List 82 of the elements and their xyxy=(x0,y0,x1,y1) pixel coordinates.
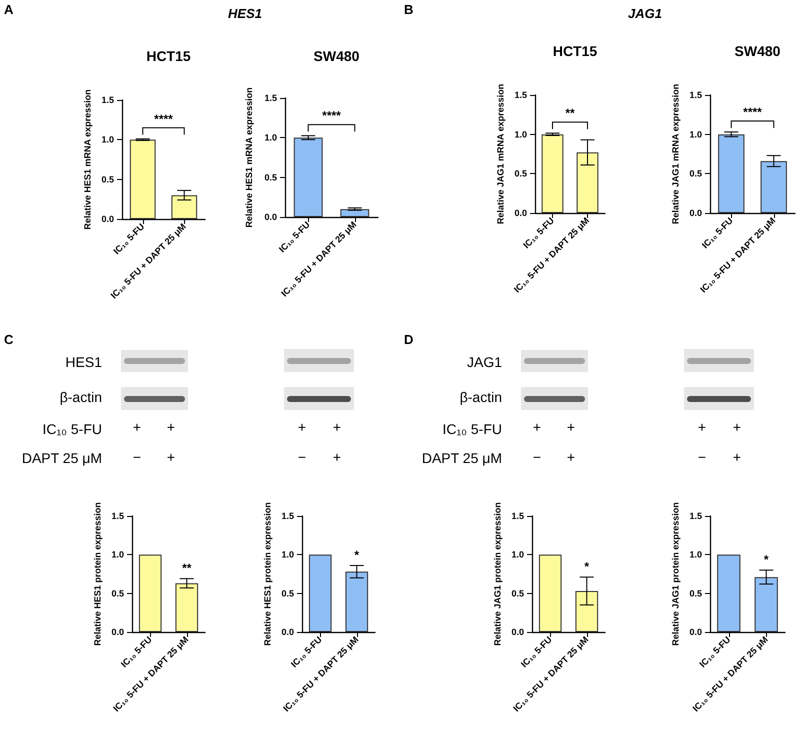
text: β-actin xyxy=(60,388,102,406)
text: IC₁₀ 5-FU xyxy=(442,420,502,438)
text: + xyxy=(566,418,576,436)
chart-title: SW480 xyxy=(734,43,781,59)
y-tick-label: 0.0 xyxy=(689,627,702,637)
text: + xyxy=(566,448,576,466)
text: JAG1 xyxy=(628,6,662,21)
y-tick-label: 1.5 xyxy=(689,511,702,521)
y-axis-title: Relative HES1 protein expression xyxy=(92,502,102,646)
y-axis-title: Relative JAG1 protein expression xyxy=(492,502,502,646)
y-tick-label: 1.5 xyxy=(511,511,524,521)
y-tick-label: 1.5 xyxy=(101,95,114,105)
y-axis-title: Relative HES1 protein expression xyxy=(262,502,272,646)
text: D xyxy=(404,332,414,347)
y-tick-label: 1.5 xyxy=(514,90,527,100)
text: DAPT 25 μM xyxy=(422,449,502,467)
annotation: ** xyxy=(182,561,192,575)
y-tick-label: 0.5 xyxy=(111,588,124,598)
text: + xyxy=(332,418,342,436)
text: + xyxy=(732,418,742,436)
annotation: * xyxy=(354,548,360,562)
text: B xyxy=(404,2,414,17)
annotation: ** xyxy=(565,106,575,120)
y-tick-label: 1.0 xyxy=(514,129,527,140)
text: + xyxy=(166,418,176,436)
y-tick-label: 0.5 xyxy=(511,588,524,598)
y-tick-label: 0.0 xyxy=(101,214,114,224)
y-axis-title: Relative JAG1 mRNA expression xyxy=(496,84,506,224)
y-tick-label: 0.0 xyxy=(264,212,277,222)
text: + xyxy=(332,448,342,466)
chart-title: HCT15 xyxy=(552,43,598,59)
chart-title: SW480 xyxy=(314,48,360,64)
text: − xyxy=(296,448,308,466)
y-axis-title: Relative HES1 mRNA expression xyxy=(244,87,254,228)
y-tick-label: 0.0 xyxy=(511,627,524,637)
text: HES1 xyxy=(65,353,102,371)
y-tick-label: 1.0 xyxy=(689,550,702,560)
y-tick-label: 0.5 xyxy=(264,172,277,182)
y-tick-label: 0.5 xyxy=(514,168,527,179)
y-tick-label: 1.0 xyxy=(111,550,124,560)
y-tick-label: 0.5 xyxy=(689,588,702,598)
y-tick-label: 0.5 xyxy=(689,168,702,179)
text: + xyxy=(732,448,742,466)
text: DAPT 25 μM xyxy=(22,449,102,467)
annotation: **** xyxy=(154,112,174,126)
text: HES1 xyxy=(228,6,262,21)
text: − xyxy=(696,448,708,466)
y-tick-label: 0.0 xyxy=(281,627,294,637)
y-axis-title: Relative HES1 mRNA expression xyxy=(82,89,92,230)
y-tick-label: 1.0 xyxy=(101,134,114,145)
annotation: * xyxy=(764,552,769,566)
text: + xyxy=(296,418,308,436)
y-axis-title: Relative JAG1 mRNA expression xyxy=(670,84,680,224)
text: + xyxy=(132,418,142,436)
text: + xyxy=(532,418,542,436)
text: JAG1 xyxy=(466,353,502,371)
annotation: * xyxy=(584,559,590,574)
y-tick-label: 1.0 xyxy=(689,129,702,140)
y-tick-label: 1.5 xyxy=(689,90,702,100)
y-tick-label: 1.0 xyxy=(264,132,277,143)
y-axis-title: Relative JAG1 protein expression xyxy=(670,502,680,646)
text: C xyxy=(4,332,14,347)
text: + xyxy=(696,418,708,436)
y-tick-label: 1.5 xyxy=(264,93,277,103)
y-tick-label: 0.0 xyxy=(689,208,702,218)
y-tick-label: 1.0 xyxy=(281,550,294,560)
text: IC₁₀ 5-FU xyxy=(42,420,102,438)
chart-title: HCT15 xyxy=(146,48,191,64)
y-tick-label: 1.5 xyxy=(111,511,124,521)
y-tick-label: 0.0 xyxy=(514,208,527,218)
y-tick-label: 1.5 xyxy=(281,511,294,521)
annotation: **** xyxy=(322,108,342,123)
text: β-actin xyxy=(460,388,502,406)
text: − xyxy=(532,448,542,466)
text: + xyxy=(166,448,176,466)
annotation: **** xyxy=(743,104,762,119)
y-tick-label: 0.0 xyxy=(111,627,124,637)
text: − xyxy=(132,448,142,466)
y-tick-label: 0.5 xyxy=(281,588,294,598)
text: A xyxy=(4,2,14,17)
y-tick-label: 1.0 xyxy=(511,550,524,560)
y-tick-label: 0.5 xyxy=(101,174,114,184)
